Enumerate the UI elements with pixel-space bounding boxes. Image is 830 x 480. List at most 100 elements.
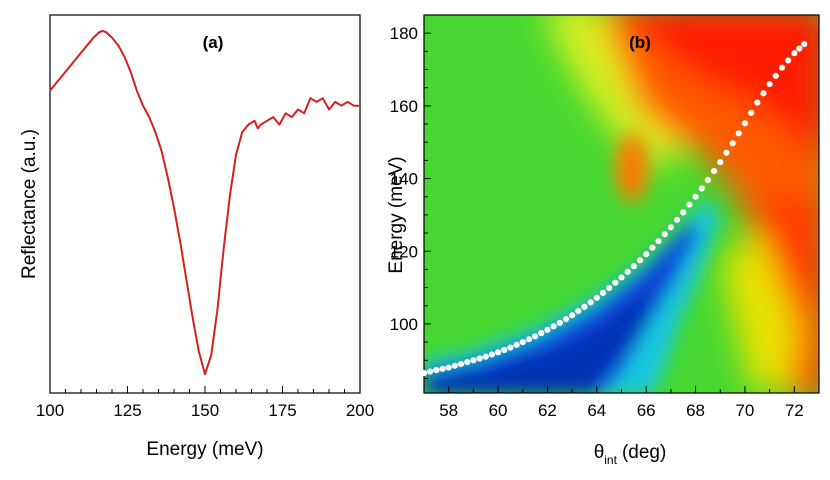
x-tick-label: 200: [346, 401, 374, 420]
panel-b-y-axis-label: Energy (meV): [386, 156, 407, 273]
x-tick-label: 68: [686, 401, 705, 420]
panel-b-x-tick-labels: 58 60 62 64 66 68 70 72: [439, 401, 804, 420]
x-tick-label: 175: [268, 401, 296, 420]
dispersion-point: [599, 289, 607, 296]
dispersion-point: [643, 251, 650, 258]
dispersion-point: [723, 149, 730, 156]
dispersion-point: [661, 231, 668, 238]
dispersion-point: [445, 364, 452, 371]
dispersion-point: [667, 224, 674, 231]
x-tick-label: 72: [785, 401, 804, 420]
dispersion-point: [593, 294, 600, 301]
dispersion-point: [531, 333, 539, 340]
theta-symbol: θ: [594, 442, 605, 463]
dispersion-point: [482, 353, 489, 360]
dispersion-point: [686, 201, 693, 208]
dispersion-points: [420, 40, 808, 377]
dispersion-point: [673, 216, 681, 223]
dispersion-point: [710, 168, 718, 175]
dispersion-point: [470, 357, 477, 364]
dispersion-point: [507, 344, 514, 351]
dispersion-point: [519, 339, 526, 346]
y-tick-label: 100: [390, 315, 418, 334]
dispersion-point: [796, 45, 803, 52]
dispersion-point: [420, 369, 428, 377]
x-tick-label: 100: [36, 401, 64, 420]
panel-a-y-axis-label: Reflectance (a.u.): [19, 129, 40, 279]
x-tick-label: 64: [587, 401, 606, 420]
dispersion-point: [587, 299, 594, 306]
panel-a-x-tick-labels: 100 125 150 175 200: [36, 401, 374, 420]
dispersion-point: [494, 349, 502, 356]
dispersion-point: [636, 257, 644, 264]
dispersion-point: [488, 351, 495, 358]
x-tick-label: 150: [191, 401, 219, 420]
panel-b-y-ticks: [424, 14, 431, 379]
x-tick-label: 125: [113, 401, 141, 420]
dispersion-point: [630, 263, 637, 270]
panel-a-x-ticks: [49, 386, 361, 393]
dispersion-point: [618, 274, 625, 281]
dispersion-point: [801, 40, 808, 48]
x-tick-label: 60: [489, 401, 508, 420]
dispersion-point: [562, 315, 570, 323]
panel-b-x-ticks: [423, 386, 820, 393]
dispersion-point: [624, 268, 631, 275]
dispersion-point: [760, 90, 767, 97]
x-unit: (deg): [622, 442, 666, 463]
panel-a-tag: (a): [203, 33, 224, 52]
dispersion-point: [655, 237, 662, 245]
y-tick-label: 120: [390, 242, 418, 261]
y-tick-label: 180: [390, 24, 418, 43]
heatmap: [424, 15, 819, 393]
dispersion-point: [556, 319, 563, 326]
dispersion-point: [476, 355, 483, 362]
dispersion-point: [433, 367, 440, 374]
dispersion-point: [729, 140, 736, 147]
dispersion-point: [741, 120, 749, 127]
dispersion-point: [748, 109, 755, 117]
x-tick-label: 62: [538, 401, 557, 420]
dispersion-point: [692, 193, 699, 200]
dispersion-point: [538, 329, 545, 337]
dispersion-point: [569, 312, 576, 319]
dispersion-point: [427, 368, 434, 375]
dispersion-point: [754, 99, 761, 106]
panel-a-x-axis-label: Energy (meV): [146, 439, 263, 460]
dispersion-point: [606, 284, 613, 292]
dispersion-point: [612, 279, 619, 286]
dispersion-point: [457, 360, 465, 368]
dispersion-point: [464, 359, 471, 366]
panel-b-x-axis-label: θint (deg): [594, 442, 667, 467]
dispersion-point: [581, 303, 588, 310]
dispersion-point: [778, 64, 786, 71]
dispersion-point: [451, 362, 458, 369]
y-tick-label: 160: [390, 97, 418, 116]
dispersion-point: [544, 326, 551, 333]
dispersion-point: [704, 176, 712, 184]
dispersion-point: [575, 307, 582, 315]
x-tick-label: 58: [439, 401, 458, 420]
dispersion-point: [525, 336, 533, 343]
panel-a: 100 125 150 175 200 (a) Energy (meV) Reflect…: [19, 14, 374, 460]
dispersion-point: [785, 57, 792, 64]
dispersion-point: [766, 80, 773, 88]
y-tick-label: 140: [390, 170, 418, 189]
dispersion-point: [698, 185, 705, 192]
dispersion-point: [439, 365, 446, 372]
dispersion-point: [791, 50, 798, 57]
panel-b-y-tick-labels: 100 120 140 160 180: [390, 24, 418, 334]
panel-b-tag: (b): [629, 33, 651, 52]
dispersion-point: [550, 323, 557, 330]
panel-b: 58 60 62 64 66 68 70 72 100 120 140 160 180 (b) θin…: [386, 14, 820, 467]
dispersion-point: [772, 72, 779, 79]
panel-a-frame: [49, 14, 361, 394]
reflectance-line: [49, 29, 360, 376]
dispersion-point: [501, 346, 508, 354]
x-tick-label: 70: [735, 401, 754, 420]
theta-subscript: int: [604, 453, 617, 467]
dispersion-point: [680, 209, 687, 216]
x-tick-label: 66: [637, 401, 656, 420]
dispersion-point: [717, 159, 724, 166]
